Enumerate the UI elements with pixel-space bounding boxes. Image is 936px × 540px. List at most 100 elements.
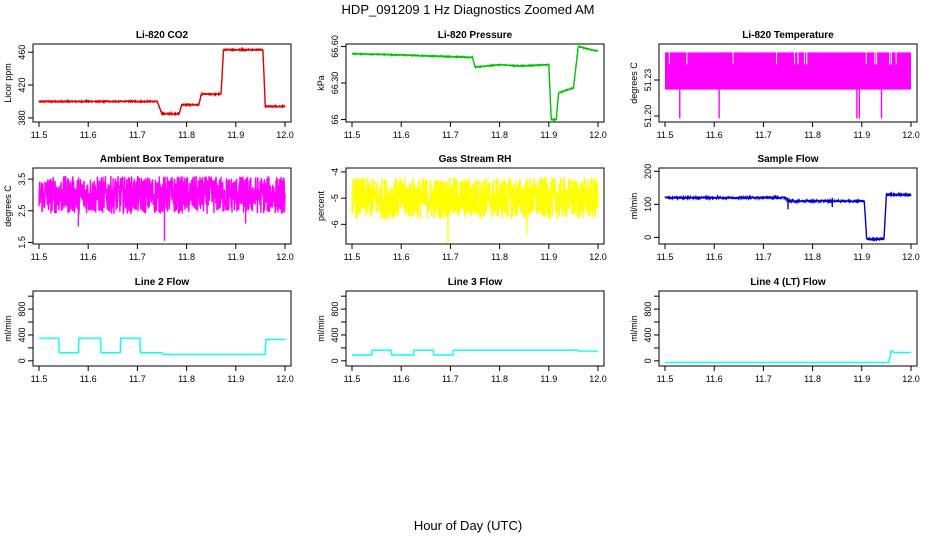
x-tick-label: 11.8	[178, 252, 195, 262]
x-tick-label: 11.8	[491, 130, 508, 140]
x-tick-label: 12.0	[276, 130, 294, 140]
panel-title: Li-820 Pressure	[438, 30, 513, 41]
y-tick-label: 800	[330, 302, 340, 317]
x-tick-label: 11.9	[853, 130, 870, 140]
series-line	[351, 45, 599, 122]
series-band	[665, 52, 911, 90]
y-tick-label: 800	[643, 302, 653, 317]
series-line	[352, 349, 598, 356]
panel-title: Ambient Box Temperature	[100, 154, 225, 165]
x-tick-label: 11.9	[853, 252, 870, 262]
x-tick-label: 11.7	[442, 374, 459, 384]
y-axis-label: ml/min	[316, 315, 326, 342]
x-tick-label: 11.7	[129, 252, 146, 262]
series-line	[665, 349, 911, 364]
x-tick-label: 11.6	[80, 130, 97, 140]
panel-title: Gas Stream RH	[439, 154, 512, 165]
chart-panel-7: Line 2 Flow ml/min 11.5 11.6 11.7 11.8 11.9 12.…	[3, 277, 294, 384]
x-tick-label: 11.6	[706, 374, 723, 384]
chart-panel-4: Ambient Box Temperature degrees C 11.5 11.6…	[3, 154, 294, 262]
x-tick-label: 11.8	[804, 130, 821, 140]
y-tick-label: 66	[330, 115, 340, 125]
data-layer	[351, 177, 599, 243]
x-tick-label: 11.9	[540, 374, 557, 384]
plot-frame	[32, 167, 292, 245]
x-tick-label: 11.9	[227, 130, 244, 140]
x-tick-label: 11.7	[442, 130, 459, 140]
chart-panel-6: Sample Flow ml/min 11.5 11.6 11.7 11.8 11.9 12.…	[629, 154, 920, 262]
y-axis-label: degrees C	[3, 185, 13, 227]
y-tick-label: 400	[17, 327, 27, 342]
x-tick-label: 11.5	[344, 252, 361, 262]
y-tick-label: 0	[330, 358, 340, 363]
x-tick-label: 11.7	[755, 252, 772, 262]
y-tick-label: -4	[330, 168, 340, 176]
chart-panel-3: Li-820 Temperature degrees C 11.5 11.6 11.7 1…	[629, 30, 920, 140]
plot-frame	[658, 167, 918, 245]
y-tick-label: -5	[330, 194, 340, 202]
x-tick-label: 12.0	[902, 374, 920, 384]
y-axis-label: ml/min	[629, 193, 639, 220]
data-layer	[38, 46, 286, 117]
x-tick-label: 11.6	[80, 374, 97, 384]
y-tick-label: 460	[17, 45, 27, 60]
x-tick-label: 11.6	[706, 252, 723, 262]
panel-title: Li-820 CO2	[136, 30, 189, 41]
plot-frame	[658, 43, 918, 123]
y-tick-label: 1.5	[17, 236, 27, 249]
x-tick-label: 11.8	[804, 374, 821, 384]
x-tick-label: 11.6	[706, 130, 723, 140]
x-tick-label: 11.9	[227, 252, 244, 262]
x-tick-label: 11.8	[178, 374, 195, 384]
panel-title: Line 3 Flow	[448, 277, 503, 288]
x-tick-label: 11.6	[393, 252, 410, 262]
plot-frame	[32, 290, 292, 367]
x-tick-label: 11.5	[344, 130, 361, 140]
plot-frame	[658, 290, 918, 367]
figure-xlabel: Hour of Day (UTC)	[413, 518, 523, 533]
x-tick-label: 11.8	[804, 252, 821, 262]
plot-frame	[345, 290, 605, 367]
panel-title: Li-820 Temperature	[742, 30, 834, 41]
x-tick-label: 11.5	[657, 252, 674, 262]
x-tick-label: 11.5	[657, 374, 674, 384]
series-line	[38, 46, 286, 117]
y-tick-label: -6	[330, 220, 340, 228]
x-tick-label: 12.0	[276, 374, 294, 384]
y-tick-label: 400	[330, 327, 340, 342]
y-axis-label: percent	[316, 190, 326, 221]
data-layer	[352, 349, 598, 356]
x-tick-label: 11.8	[178, 130, 195, 140]
y-axis-label: Licor ppm	[3, 63, 13, 103]
y-tick-label: 0	[17, 358, 27, 363]
x-tick-label: 12.0	[902, 252, 920, 262]
x-tick-label: 11.7	[755, 374, 772, 384]
x-tick-label: 11.5	[344, 374, 361, 384]
chart-panel-2: Li-820 Pressure kPa 11.5 11.6 11.7 11.8 11.9 12…	[316, 30, 607, 140]
x-tick-label: 11.6	[80, 252, 97, 262]
x-tick-label: 11.5	[31, 374, 48, 384]
x-tick-label: 11.9	[540, 130, 557, 140]
data-layer	[351, 45, 599, 122]
x-tick-label: 11.9	[540, 252, 557, 262]
x-tick-label: 11.6	[393, 130, 410, 140]
panel-title: Line 2 Flow	[135, 277, 190, 288]
data-layer	[38, 175, 286, 241]
plot-frame	[32, 43, 292, 123]
series-line	[38, 175, 286, 214]
chart-panel-5: Gas Stream RH percent 11.5 11.6 11.7 11.8 11.9…	[316, 154, 607, 262]
x-tick-label: 12.0	[589, 252, 607, 262]
y-tick-label: 3.5	[17, 173, 27, 186]
x-tick-label: 11.9	[853, 374, 870, 384]
x-tick-label: 11.5	[657, 130, 674, 140]
y-tick-label: 2.5	[17, 204, 27, 217]
x-tick-label: 11.5	[31, 130, 48, 140]
x-tick-label: 11.5	[31, 252, 48, 262]
x-tick-label: 11.9	[227, 374, 244, 384]
y-axis-label: ml/min	[3, 315, 13, 342]
y-tick-label: 380	[17, 110, 27, 125]
x-tick-label: 11.6	[393, 374, 410, 384]
plot-frame	[345, 167, 605, 245]
panel-title: Sample Flow	[757, 154, 818, 165]
